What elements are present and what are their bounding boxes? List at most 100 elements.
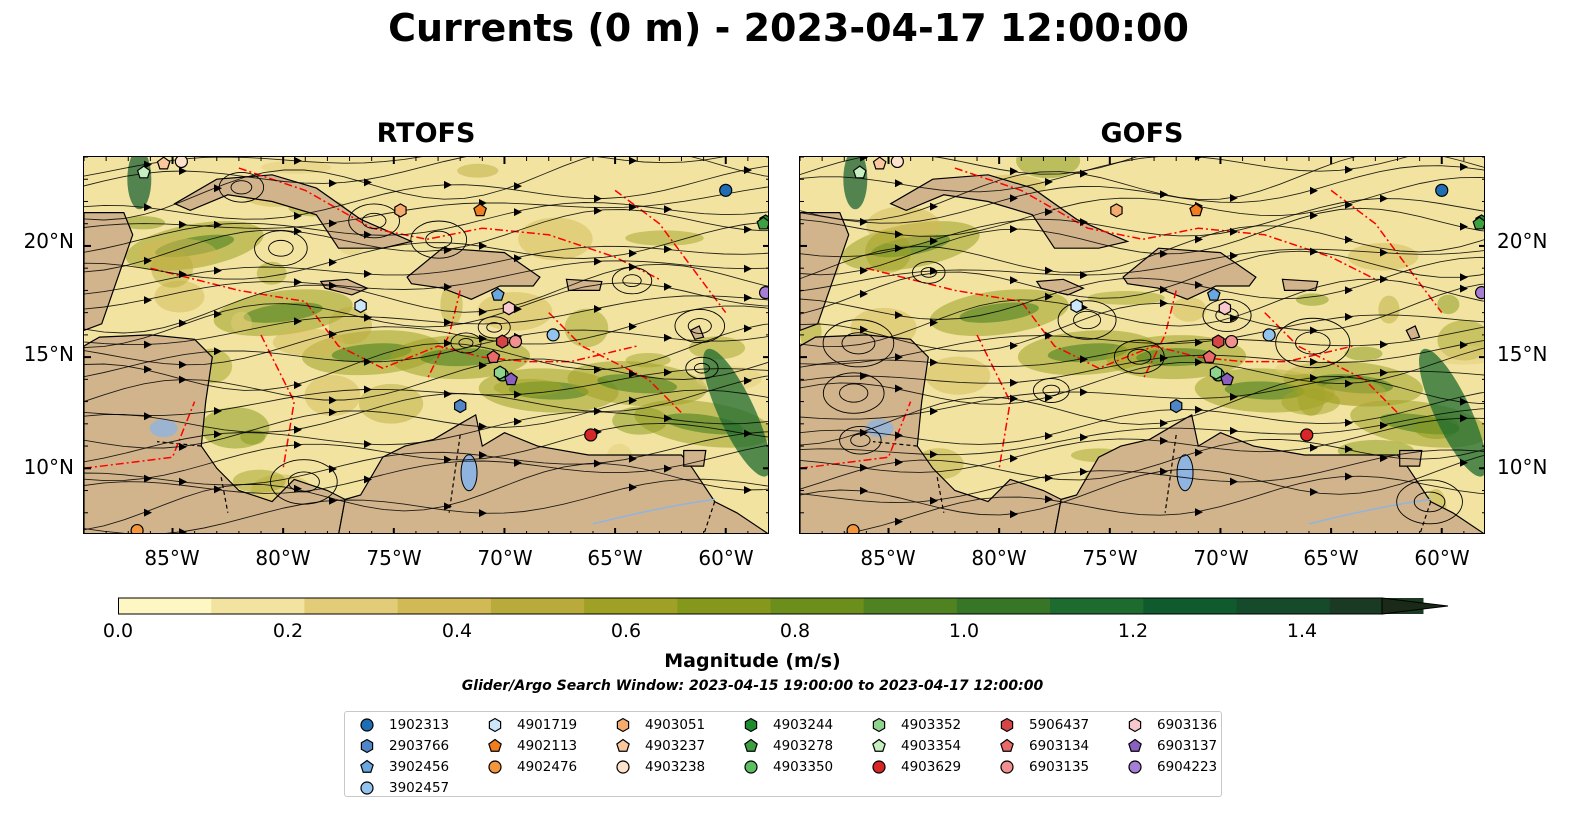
- colorbar-segment-11: [1143, 598, 1238, 614]
- legend-marker-4902476: [488, 760, 502, 774]
- lon-label-65w-gofs: 65°W: [1303, 546, 1359, 570]
- legend-label-4903354: 4903354: [901, 738, 962, 754]
- legend-item-4903354: 4903354: [871, 737, 961, 755]
- colorbar-tick-1-4: 1.4: [1286, 620, 1318, 642]
- legend-marker-4903238: [616, 760, 630, 774]
- search-window-caption: Glider/Argo Search Window: 2023-04-15 19…: [461, 678, 1044, 694]
- lon-label-85w-gofs: 85°W: [860, 546, 916, 570]
- rtofs-panel-title: RTOFS: [376, 118, 476, 149]
- legend-item-6904223: 6904223: [1127, 758, 1217, 776]
- colorbar-tick-0-2: 0.2: [272, 620, 304, 642]
- lat-label-20n-left: 20°N: [23, 229, 74, 253]
- gofs-float-4903237: [872, 157, 887, 170]
- legend-item-6903135: 6903135: [999, 758, 1089, 776]
- gofs-land-cuba: [889, 174, 1130, 249]
- gofs-float-4902476: [846, 523, 860, 533]
- gofs-float-6904223: [1474, 286, 1484, 300]
- gofs-float-6903134: [1202, 349, 1217, 363]
- legend-symbol-4902113: [488, 738, 502, 752]
- legend-label-6903137: 6903137: [1157, 738, 1218, 754]
- colorbar: [118, 597, 1449, 615]
- legend-item-1902313: 1902313: [359, 716, 449, 734]
- lon-label-80w-rtofs: 80°W: [255, 546, 311, 570]
- colorbar-tick-0: 0.0: [102, 620, 134, 642]
- legend-symbol-4903352: [872, 717, 886, 733]
- legend-item-3902456: 3902456: [359, 758, 449, 776]
- colorbar-segment-6: [677, 598, 771, 614]
- gofs-float-4903354: [852, 165, 867, 179]
- legend-marker-4903350: [744, 760, 758, 774]
- legend-marker-6903135: [1000, 760, 1014, 774]
- lat-label-15n-left: 15°N: [23, 342, 74, 366]
- float-legend: 1902313 2903766 3902456 3902457 4901719 49021…: [344, 711, 1222, 797]
- colorbar-outline: [118, 597, 1382, 615]
- rtofs-float-2903766: [453, 398, 467, 414]
- legend-item-2903766: 2903766: [359, 737, 449, 755]
- legend-symbol-6903137: [1128, 738, 1142, 752]
- legend-label-4901719: 4901719: [517, 717, 578, 733]
- legend-marker-3902457: [360, 781, 374, 795]
- rtofs-float-1902313: [719, 183, 733, 197]
- legend-marker-4903354: [872, 738, 886, 752]
- rtofs-speed-field: [84, 157, 768, 533]
- gofs-float-6903135: [1224, 334, 1239, 349]
- legend-label-1902313: 1902313: [389, 717, 450, 733]
- lon-label-60w-rtofs: 60°W: [698, 546, 754, 570]
- legend-label-4903629: 4903629: [901, 759, 962, 775]
- colorbar-segment-3: [397, 598, 492, 614]
- legend-symbol-6903134: [1000, 738, 1014, 752]
- figure-title: Currents (0 m) - 2023-04-17 12:00:00: [388, 6, 1189, 50]
- legend-item-4903237: 4903237: [615, 737, 705, 755]
- legend-item-4902476: 4902476: [487, 758, 577, 776]
- gofs-float-markers: [846, 157, 1484, 533]
- rtofs-float-4903051: [394, 203, 407, 218]
- legend-item-4903350: 4903350: [743, 758, 833, 776]
- colorbar-tick-0-8: 0.8: [779, 620, 811, 642]
- lat-label-20n-right: 20°N: [1497, 229, 1548, 253]
- colorbar-segment-9: [956, 598, 1051, 614]
- rtofs-float-3902456: [490, 287, 505, 301]
- legend-label-4902476: 4902476: [517, 759, 578, 775]
- lon-label-60w-gofs: 60°W: [1414, 546, 1470, 570]
- gofs-land-jamaica: [1035, 278, 1085, 296]
- rtofs-float-6903134: [486, 349, 501, 363]
- gofs-streamlines: [800, 157, 1484, 533]
- lon-label-75w-gofs: 75°W: [1082, 546, 1138, 570]
- rtofs-float-4903352: [493, 365, 507, 380]
- colorbar-tick-1-0: 1.0: [948, 620, 980, 642]
- legend-symbol-4902476: [488, 760, 502, 774]
- rtofs-float-4901719: [354, 298, 367, 314]
- rtofs-land-trinidad: [683, 449, 707, 467]
- colorbar-label: Magnitude (m/s): [664, 650, 841, 672]
- legend-label-6904223: 6904223: [1157, 759, 1218, 775]
- rtofs-float-4902113: [473, 203, 487, 217]
- gofs-land-hispaniola: [1122, 247, 1257, 300]
- legend-item-6903137: 6903137: [1127, 737, 1217, 755]
- gofs-float-4903238: [890, 157, 904, 169]
- gofs-float-4902113: [1189, 203, 1203, 217]
- legend-label-6903136: 6903136: [1157, 717, 1218, 733]
- colorbar-segment-0: [118, 598, 212, 614]
- gofs-float-4903051: [1110, 203, 1123, 218]
- legend-item-4903278: 4903278: [743, 737, 833, 755]
- legend-label-4903244: 4903244: [773, 717, 834, 733]
- legend-item-6903134: 6903134: [999, 737, 1089, 755]
- rtofs-float-4902476: [130, 523, 144, 533]
- colorbar-segment-7: [770, 598, 865, 614]
- gofs-tick-marks: [800, 157, 1484, 533]
- gofs-land-lesser: [1405, 325, 1421, 340]
- colorbar-segment-2: [304, 598, 399, 614]
- rtofs-lake-maracaibo: [460, 454, 478, 492]
- legend-label-3902456: 3902456: [389, 759, 450, 775]
- legend-symbol-3902456: [360, 759, 374, 773]
- lat-label-10n-right: 10°N: [1497, 455, 1548, 479]
- legend-label-6903135: 6903135: [1029, 759, 1090, 775]
- rtofs-float-6903135: [508, 334, 523, 349]
- gofs-float-2903766: [1169, 398, 1183, 414]
- rtofs-float-4903354: [136, 165, 151, 179]
- gofs-land-trinidad: [1399, 449, 1423, 467]
- gofs-float-6903136: [1218, 301, 1232, 316]
- gofs-float-5906437: [1212, 334, 1225, 349]
- legend-item-4901719: 4901719: [487, 716, 577, 734]
- colorbar-segment-1: [211, 598, 305, 614]
